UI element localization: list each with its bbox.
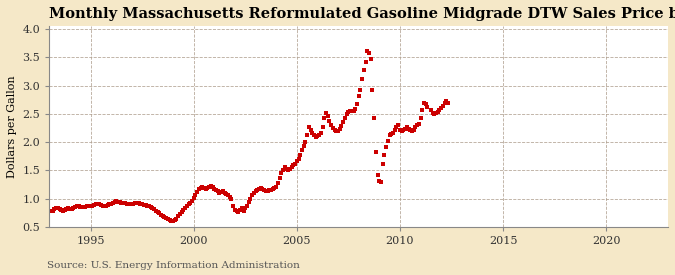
Text: Source: U.S. Energy Information Administration: Source: U.S. Energy Information Administ… bbox=[47, 260, 300, 270]
Y-axis label: Dollars per Gallon: Dollars per Gallon bbox=[7, 75, 17, 178]
Text: Monthly Massachusetts Reformulated Gasoline Midgrade DTW Sales Price by All Sell: Monthly Massachusetts Reformulated Gasol… bbox=[49, 7, 675, 21]
